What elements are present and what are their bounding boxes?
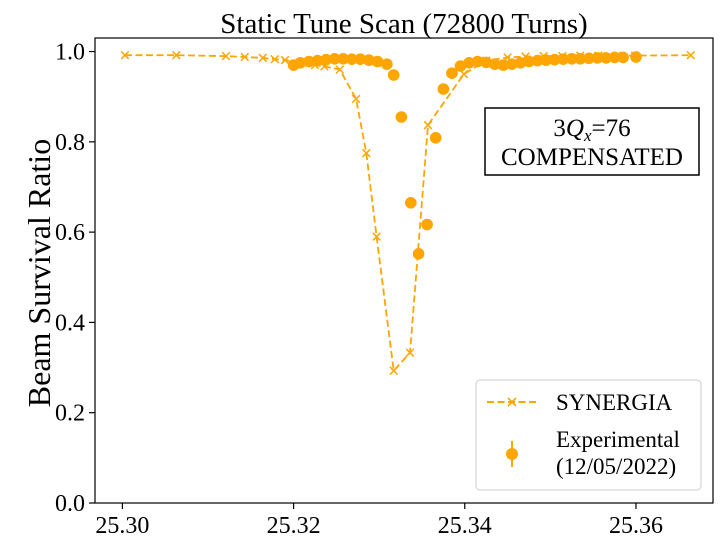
annotation-line2: COMPENSATED	[501, 144, 683, 171]
synergia-series	[120, 50, 696, 376]
experimental-point	[497, 59, 510, 71]
experimental-point	[328, 53, 341, 65]
experimental-point	[574, 53, 587, 65]
experimental-point	[531, 54, 544, 67]
legend-frame	[475, 379, 702, 491]
experimental-point	[429, 132, 442, 144]
experimental-point	[311, 54, 324, 67]
synergia-point	[221, 51, 231, 61]
legend: SYNERGIA Experimental (12/05/2022)	[475, 379, 702, 491]
experimental-point	[523, 55, 535, 68]
chart-title: Static Tune Scan (72800 Turns)	[220, 8, 587, 40]
x-tick-label: 25.32	[267, 513, 321, 539]
experimental-point	[412, 248, 425, 260]
experimental-point	[566, 53, 578, 65]
plot-area-frame	[94, 37, 714, 504]
experimental-point	[371, 55, 384, 68]
synergia-point	[405, 348, 415, 357]
x-axis-ticks: 25.30 25.32 25.34 25.36	[95, 503, 663, 539]
x-tick-label: 25.30	[95, 513, 149, 539]
legend-synergia-marker	[507, 397, 517, 407]
annotation-box: 3Qx=76 COMPENSATED	[484, 107, 700, 176]
y-axis-ticks: 0.0 0.2 0.4 0.6 0.8 1.0	[55, 40, 95, 517]
experimental-point	[446, 67, 458, 79]
annotation-line1: 3Qx=76	[553, 115, 630, 145]
experimental-point	[591, 52, 604, 64]
experimental-point	[294, 57, 307, 69]
experimental-point	[346, 53, 358, 65]
y-tick-label: 0.6	[55, 220, 85, 246]
experimental-point	[337, 53, 350, 65]
y-axis-label: Beam Survival Ratio	[21, 139, 57, 407]
experimental-point	[395, 111, 408, 123]
experimental-point	[617, 51, 629, 64]
synergia-point	[372, 232, 381, 241]
experimental-series	[287, 51, 642, 260]
annotation-line1-prefix: 3	[553, 115, 566, 142]
y-tick-label: 0.4	[55, 310, 85, 336]
synergia-point	[171, 50, 181, 60]
synergia-point	[423, 120, 433, 130]
experimental-point	[421, 218, 433, 231]
synergia-point	[258, 53, 268, 63]
synergia-point	[270, 54, 280, 64]
experimental-point	[488, 58, 501, 70]
synergia-point	[335, 65, 345, 74]
experimental-point	[471, 55, 484, 68]
experimental-point	[381, 58, 393, 70]
y-tick-label: 0.0	[55, 491, 85, 517]
synergia-point	[280, 55, 290, 65]
synergia-line	[125, 54, 691, 373]
experimental-point	[583, 52, 595, 65]
experimental-point	[608, 51, 621, 64]
legend-synergia-label: SYNERGIA	[556, 390, 673, 415]
x-tick-label: 25.34	[438, 513, 492, 539]
x-tick-label: 25.36	[609, 513, 663, 539]
y-tick-label: 0.2	[55, 401, 85, 427]
synergia-point	[686, 50, 696, 60]
experimental-point	[405, 197, 417, 209]
experimental-point	[437, 83, 450, 95]
experimental-point	[354, 53, 367, 65]
experimental-point	[514, 57, 527, 69]
synergia-point	[389, 366, 399, 376]
synergia-point	[362, 148, 371, 158]
legend-experimental-label-line1: Experimental	[556, 427, 680, 452]
experimental-point	[463, 57, 475, 69]
annotation-line1-var: Q	[566, 115, 584, 142]
experimental-point	[600, 52, 612, 64]
y-tick-label: 1.0	[55, 40, 85, 66]
legend-experimental-label-line2: (12/05/2022)	[556, 454, 676, 479]
annotation-frame	[484, 107, 700, 176]
synergia-point	[351, 94, 361, 104]
annotation-line1-sub: x	[583, 126, 592, 145]
annotation-line1-rest: =76	[592, 115, 631, 142]
experimental-point	[630, 51, 642, 63]
synergia-point	[240, 52, 250, 62]
experimental-point	[540, 54, 552, 66]
experimental-point	[548, 53, 561, 66]
experimental-point	[363, 54, 375, 66]
legend-experimental-marker	[506, 448, 518, 460]
experimental-point	[557, 53, 569, 65]
synergia-point	[120, 50, 130, 60]
experimental-point	[320, 53, 332, 66]
y-tick-label: 0.8	[55, 130, 85, 156]
experimental-point	[303, 55, 315, 68]
experimental-point	[387, 69, 400, 81]
